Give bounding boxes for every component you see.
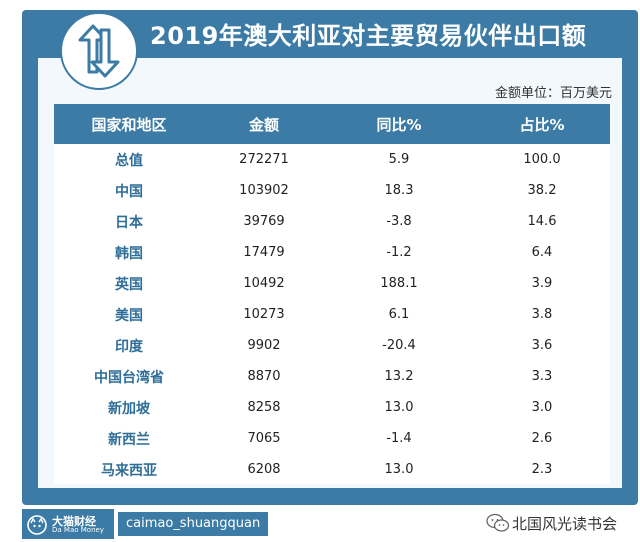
yoy-cell: -1.4 <box>386 431 412 446</box>
yoy-cell: 5.9 <box>388 152 410 167</box>
share-cell: 3.9 <box>531 276 553 291</box>
yoy-cell: 13.2 <box>384 369 414 384</box>
region-cell: 韩国 <box>115 245 143 262</box>
share-cell: 6.4 <box>531 245 553 260</box>
region-cell: 新加坡 <box>108 400 150 417</box>
share-cell: 3.3 <box>531 369 553 384</box>
header-share: 占比% <box>519 115 565 134</box>
region-cell: 美国 <box>115 307 143 324</box>
yoy-cell: 188.1 <box>380 276 418 291</box>
region-cell: 中国台湾省 <box>94 369 164 386</box>
table-row: 日本 39769 -3.8 14.6 <box>54 206 610 237</box>
yoy-cell: 18.3 <box>384 183 414 198</box>
region-cell: 印度 <box>115 338 143 355</box>
amount-cell: 7065 <box>247 431 281 446</box>
yoy-cell: -20.4 <box>382 338 416 353</box>
amount-cell: 10273 <box>243 307 285 322</box>
table-header: 国家和地区 金额 同比% 占比% <box>54 104 610 144</box>
amount-cell: 272271 <box>239 152 289 167</box>
yoy-cell: 13.0 <box>384 400 414 415</box>
header-region: 国家和地区 <box>91 115 167 134</box>
table-row: 新西兰 7065 -1.4 2.6 <box>54 423 610 454</box>
share-cell: 38.2 <box>527 183 557 198</box>
share-cell: 2.6 <box>531 431 553 446</box>
account-handle: caimao_shuangquan <box>118 512 269 536</box>
table-row: 中国台湾省 8870 13.2 3.3 <box>54 361 610 392</box>
table-body: 总值 272271 5.9 100.0 中国 103902 18.3 38.2 日本 39769 -… <box>54 144 610 484</box>
amount-cell: 17479 <box>243 245 285 260</box>
unit-note: 金额单位：百万美元 <box>494 86 612 101</box>
share-cell: 2.3 <box>531 462 553 477</box>
table-row: 韩国 17479 -1.2 6.4 <box>54 237 610 268</box>
share-cell: 3.8 <box>531 307 553 322</box>
table-row: 马来西亚 6208 13.0 2.3 <box>54 454 610 485</box>
table-row: 印度 9902 -20.4 3.6 <box>54 330 610 361</box>
amount-cell: 39769 <box>243 214 285 229</box>
amount-cell: 9902 <box>247 338 281 353</box>
region-cell: 日本 <box>115 214 143 231</box>
watermark-text: 北国风光读书会 <box>512 515 618 533</box>
yoy-cell: -3.8 <box>386 214 412 229</box>
region-cell: 英国 <box>115 276 143 293</box>
header-yoy: 同比% <box>376 115 422 134</box>
share-cell: 3.0 <box>531 400 553 415</box>
region-cell: 新西兰 <box>108 431 150 448</box>
table-row: 新加坡 8258 13.0 3.0 <box>54 392 610 423</box>
yoy-cell: -1.2 <box>386 245 412 260</box>
share-cell: 3.6 <box>531 338 553 353</box>
amount-cell: 6208 <box>247 462 281 477</box>
region-cell: 中国 <box>115 183 143 200</box>
amount-cell: 8258 <box>247 400 281 415</box>
yoy-cell: 6.1 <box>388 307 410 322</box>
amount-cell: 8870 <box>247 369 281 384</box>
amount-cell: 10492 <box>243 276 285 291</box>
table-row: 总值 272271 5.9 100.0 <box>54 144 610 175</box>
region-cell: 总值 <box>115 152 143 169</box>
brand-subtitle: Da Mao Money <box>52 526 104 534</box>
header-amount: 金额 <box>248 115 279 134</box>
page-title: 2019年澳大利亚对主要贸易伙伴出口额 <box>150 22 587 50</box>
share-cell: 100.0 <box>523 152 561 167</box>
table-row: 英国 10492 188.1 3.9 <box>54 268 610 299</box>
region-cell: 马来西亚 <box>101 462 157 479</box>
wechat-icon <box>486 513 510 532</box>
table-row: 美国 10273 6.1 3.8 <box>54 299 610 330</box>
brand-badge: 大猫财经 Da Mao Money <box>22 509 114 539</box>
cat-logo-icon <box>27 515 47 535</box>
amount-cell: 103902 <box>239 183 289 198</box>
brand-name: 大猫财经 <box>52 515 96 528</box>
share-cell: 14.6 <box>527 214 557 229</box>
yoy-cell: 13.0 <box>384 462 414 477</box>
table-row: 中国 103902 18.3 38.2 <box>54 175 610 206</box>
footer: 大猫财经 Da Mao Money caimao_shuangquan 北国风光… <box>0 505 640 542</box>
export-table: 国家和地区 金额 同比% 占比% 总值 272271 5.9 100.0 中国 10390… <box>54 104 610 484</box>
up-down-arrows-icon <box>60 12 138 90</box>
